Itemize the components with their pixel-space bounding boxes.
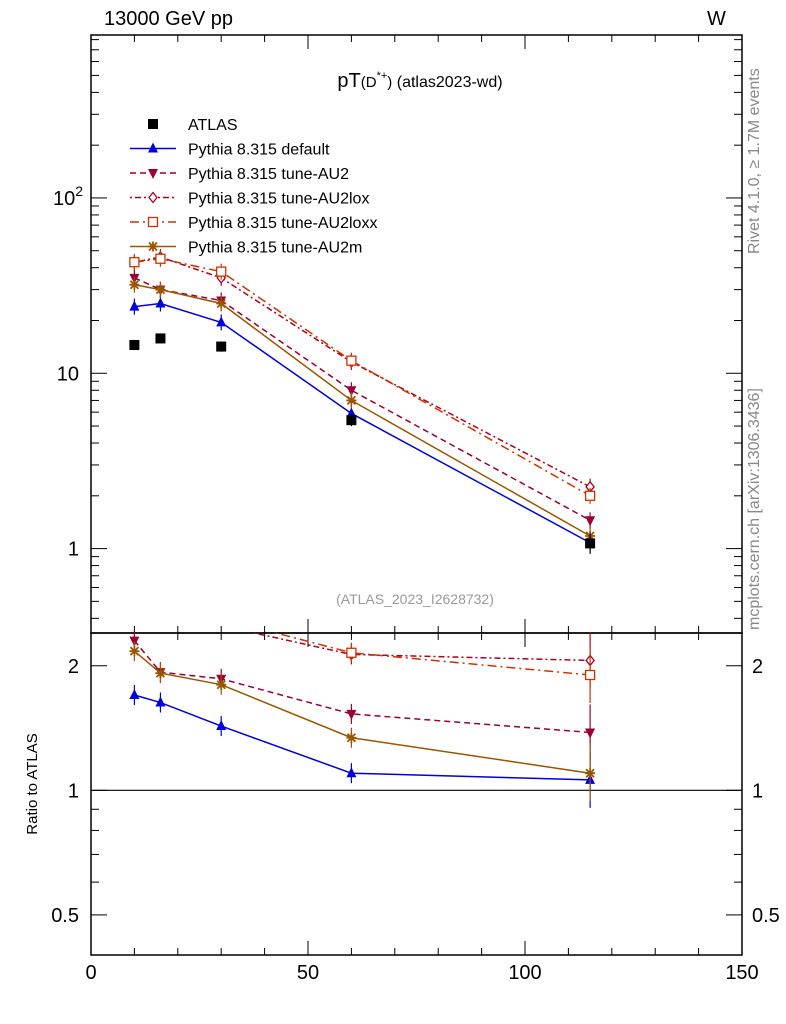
ratio-y-axis-label: Ratio to ATLAS [24,733,41,834]
legend-marker [148,241,158,252]
ratio-point [585,768,596,779]
ratio-line [133,650,591,774]
series-line [134,277,591,521]
legend-entry: Pythia 8.315 default [130,142,330,159]
legend-marker [148,169,158,179]
ratio-y-tick-label: 2 [68,656,79,678]
legend-marker [148,119,158,129]
ratio-point [129,646,140,657]
series-point [155,297,166,308]
ratio-y-tick-label: 0.5 [51,905,79,927]
series-point [129,257,140,268]
series-point [346,407,357,418]
analysis-id-label: (ATLAS_2023_I2628732) [336,591,494,607]
x-tick-label: 0 [85,962,96,984]
series-1 [129,269,596,529]
ratio-line [134,694,591,781]
x-tick-label: 100 [508,962,541,984]
ratio-point [346,709,357,720]
legend-entry: Pythia 8.315 tune-AU2loxx [130,215,377,232]
ratio-series-4 [129,641,596,802]
data-point [346,415,357,426]
y-tick-label: 102 [53,183,83,210]
series-point [155,253,166,264]
ratio-y-tick-label-right: 2 [752,656,763,678]
series-point [346,395,357,406]
data-point [129,339,140,350]
legend-marker [148,142,158,153]
series-line [134,283,591,537]
series-point [346,386,357,397]
legend-label: Pythia 8.315 tune-AU2 [188,166,349,183]
ratio-series-1 [129,630,596,761]
series-point [129,279,140,290]
y-tick-label: 1 [68,539,79,561]
series-point [346,355,357,366]
ratio-point [216,720,227,731]
legend-marker [147,216,159,228]
series-point [216,298,227,309]
legend-entry: Pythia 8.315 tune-AU2 [130,166,349,183]
ratio-point [346,647,357,658]
ratio-point [155,696,166,707]
legend-entry: Pythia 8.315 tune-AU2m [130,240,362,257]
ratio-series-0 [129,684,596,808]
series-line [134,302,591,544]
data-point [585,538,596,549]
series-point [584,490,596,501]
chart-title: pT(D*+) (atlas2023-wd) [337,70,502,92]
series-point [585,516,596,527]
data-series [129,333,596,554]
ratio-line [273,633,591,676]
ratio-point [216,679,227,690]
series-line [134,256,591,488]
ratio-y-tick-label: 1 [68,780,79,802]
series-point [216,316,227,327]
legend-label: Pythia 8.315 tune-AU2lox [188,191,369,208]
ratio-y-tick-label-right: 1 [752,780,763,802]
x-tick-label: 50 [297,962,319,984]
ratio-point [584,669,596,681]
header-right: W [707,8,726,30]
series-4 [129,276,596,544]
ratio-series-3 [273,633,596,703]
ratio-plot-frame [90,632,743,956]
data-point [155,333,166,344]
series-3 [129,250,596,504]
ratio-point [346,767,357,778]
ratio-point [346,732,357,743]
legend-label: ATLAS [188,117,238,134]
legend-label: Pythia 8.315 default [188,142,330,159]
ratio-y-tick-label-right: 0.5 [752,905,780,927]
y-tick-label: 10 [57,363,79,385]
legend-label: Pythia 8.315 tune-AU2m [188,240,362,257]
series-0 [129,295,596,551]
header-left: 13000 GeV pp [104,8,233,30]
x-tick-label: 150 [725,962,758,984]
series-point [155,284,166,295]
legend-marker [148,191,158,204]
legend-entry: ATLAS [148,117,238,134]
ratio-point [129,688,140,699]
legend-entry: Pythia 8.315 tune-AU2lox [130,191,369,208]
ratio-point [155,668,166,679]
series-line [134,257,591,497]
legend: ATLAS Pythia 8.315 default Pythia 8.315 tu… [130,117,377,257]
series-point [216,266,227,277]
ratio-point [585,728,596,739]
legend-label: Pythia 8.315 tune-AU2loxx [188,215,377,232]
series-point [129,300,140,311]
data-point [216,341,227,352]
